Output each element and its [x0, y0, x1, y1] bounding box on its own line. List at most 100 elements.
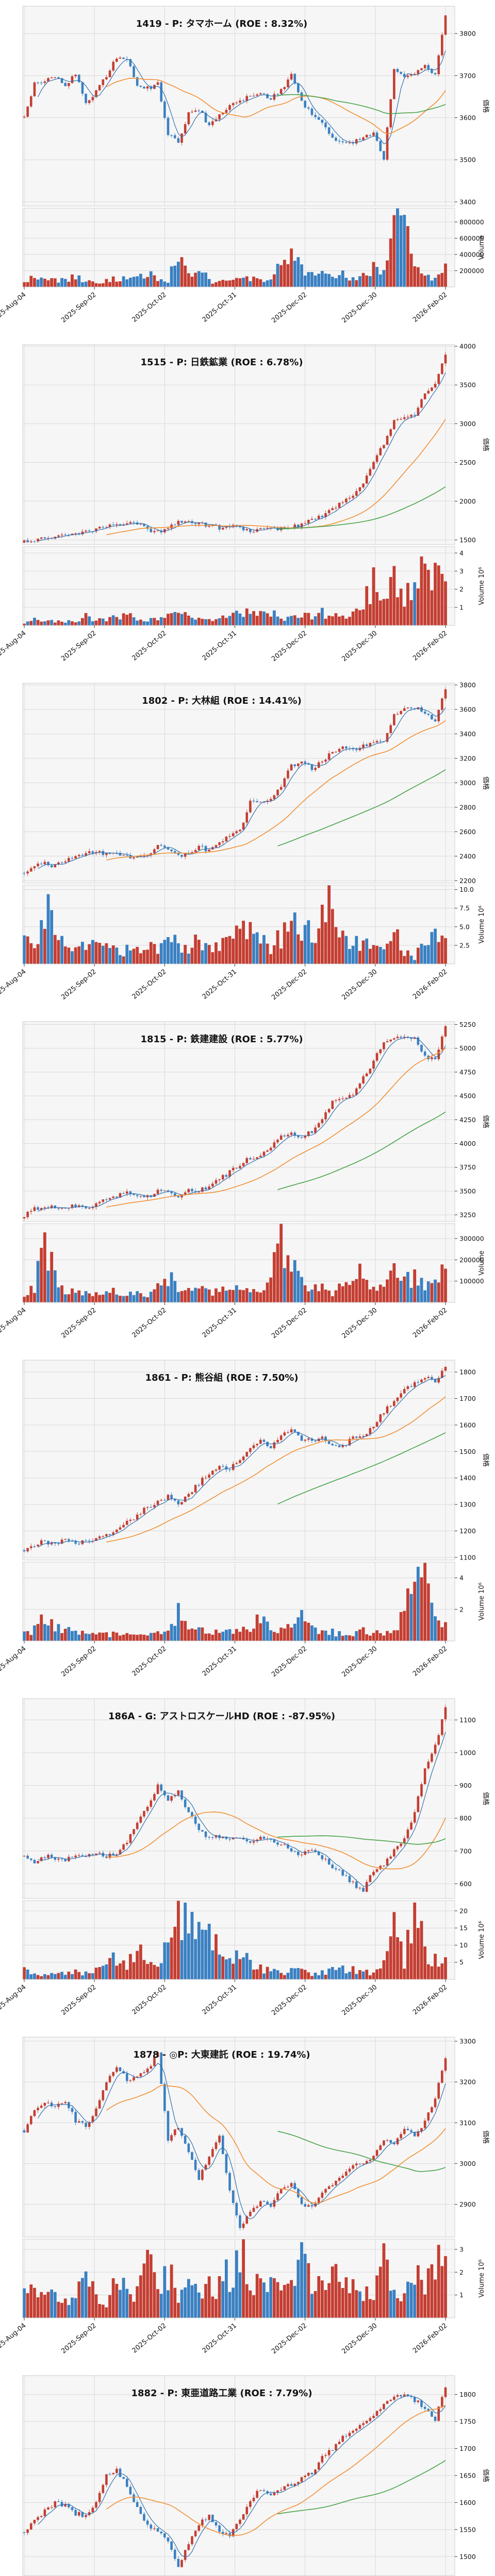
- volume-plot-border: [22, 1223, 455, 1303]
- svg-text:2025-Aug-04: 2025-Aug-04: [0, 291, 28, 325]
- price-axis-label: 価格: [482, 1115, 490, 1128]
- svg-text:2025-Dec-30: 2025-Dec-30: [340, 1645, 378, 1679]
- price-axis-label: 価格: [482, 776, 490, 790]
- price-plot-border: [22, 2037, 455, 2238]
- candles-layer: [23, 1025, 447, 1221]
- svg-text:3000: 3000: [459, 420, 476, 428]
- ma-long-line: [277, 769, 446, 846]
- svg-text:900: 900: [459, 1782, 472, 1789]
- svg-text:2025-Dec-02: 2025-Dec-02: [270, 1645, 308, 1679]
- svg-text:2025-Sep-02: 2025-Sep-02: [60, 2322, 98, 2355]
- svg-text:3750: 3750: [459, 1163, 476, 1171]
- grid: [23, 1022, 455, 1302]
- price-tick-labels: 2200 2400 2600 2800 3000 3200 3400 3600 3800: [455, 681, 476, 885]
- price-tick-labels: 3400 3500 3600 3700 3800: [455, 30, 476, 206]
- volume-bars-layer: [23, 1901, 447, 1979]
- svg-text:4750: 4750: [459, 1068, 476, 1076]
- candles-layer: [23, 352, 447, 544]
- svg-text:2026-Feb-02: 2026-Feb-02: [411, 630, 449, 663]
- chart-canvas: 2900 3000 3100 3200 3300 1 2 3 2025-Aug-04 2025-S…: [0, 2037, 490, 2356]
- svg-text:1100: 1100: [459, 1553, 476, 1561]
- price-tick-labels: 3250 3500 3750 4000 4250 4500 4750 5000 5250: [455, 1021, 476, 1219]
- svg-text:200000: 200000: [459, 1256, 484, 1264]
- svg-text:2025-Sep-02: 2025-Sep-02: [60, 1984, 98, 2017]
- svg-text:3200: 3200: [459, 754, 476, 762]
- svg-text:2025-Dec-30: 2025-Dec-30: [340, 2322, 378, 2356]
- svg-text:2025-Sep-02: 2025-Sep-02: [60, 1645, 98, 1679]
- volume-plot-bg: [23, 1562, 455, 1641]
- ma-short-line: [38, 1732, 446, 1887]
- stock-chart-1802: 2200 2400 2600 2800 3000 3200 3400 3600 3800 2.5 5…: [0, 677, 495, 1015]
- svg-text:2025-Oct-31: 2025-Oct-31: [201, 2322, 238, 2355]
- svg-text:2025-Oct-31: 2025-Oct-31: [201, 630, 238, 663]
- svg-text:2026-Feb-02: 2026-Feb-02: [411, 1307, 449, 1340]
- svg-text:2026-Feb-02: 2026-Feb-02: [411, 1645, 449, 1678]
- svg-text:4: 4: [459, 1574, 464, 1582]
- svg-text:1700: 1700: [459, 1395, 476, 1402]
- svg-text:15: 15: [459, 1924, 468, 1932]
- volume-axis-label: Volume 10⁶: [478, 1921, 486, 1959]
- ma-short-line: [38, 2395, 446, 2557]
- grid: [23, 683, 455, 964]
- volume-bars-layer: [23, 556, 447, 625]
- svg-text:2025-Dec-30: 2025-Dec-30: [340, 630, 378, 664]
- volume-tick-labels: 1 2 3: [455, 2245, 464, 2299]
- ma-mid-line: [106, 1811, 446, 1870]
- svg-text:2025-Oct-31: 2025-Oct-31: [201, 1645, 238, 1678]
- candles-layer: [23, 1366, 447, 1553]
- chart-canvas: 2200 2400 2600 2800 3000 3200 3400 3600 3800 2.5 5…: [0, 681, 490, 1002]
- svg-text:2025-Dec-02: 2025-Dec-02: [270, 1984, 308, 2018]
- svg-text:2025-Sep-02: 2025-Sep-02: [60, 1307, 98, 1340]
- svg-text:2025-Aug-04: 2025-Aug-04: [0, 1645, 28, 1679]
- chart-title: 1878 - ◎P: 大東建託 (ROE : 19.74%): [133, 2049, 310, 2060]
- svg-text:1500: 1500: [459, 1448, 476, 1455]
- svg-text:3600: 3600: [459, 706, 476, 714]
- x-tick-labels: 2025-Aug-04 2025-Sep-02 2025-Oct-02 2025-Oc…: [0, 287, 449, 325]
- svg-text:2500: 2500: [459, 459, 476, 466]
- svg-text:3300: 3300: [459, 2037, 476, 2045]
- svg-text:3400: 3400: [459, 730, 476, 738]
- svg-text:3500: 3500: [459, 1187, 476, 1195]
- volume-bars-layer: [23, 885, 447, 964]
- price-plot-border: [22, 6, 455, 207]
- svg-text:3800: 3800: [459, 30, 476, 38]
- volume-tick-labels: 2.5 5.0 7.5 10.0: [455, 886, 474, 949]
- svg-text:2025-Dec-02: 2025-Dec-02: [270, 291, 308, 325]
- price-axis-label: 価格: [482, 2469, 490, 2482]
- ma-long-line: [277, 1111, 446, 1190]
- svg-text:2025-Oct-02: 2025-Oct-02: [131, 630, 168, 663]
- price-plot-border: [22, 683, 455, 884]
- stock-chart-1878: 2900 3000 3100 3200 3300 1 2 3 2025-Aug-04 2025-S…: [0, 2031, 495, 2369]
- svg-text:3: 3: [459, 2245, 464, 2253]
- svg-text:1200: 1200: [459, 1527, 476, 1535]
- x-tick-labels: 2025-Aug-04 2025-Sep-02 2025-Oct-02 2025-Oc…: [0, 964, 449, 1002]
- chart-title: 1419 - P: タマホーム (ROE : 8.32%): [136, 19, 308, 29]
- volume-tick-labels: 100000 200000 300000: [455, 1234, 484, 1285]
- svg-text:2025-Oct-02: 2025-Oct-02: [131, 2322, 168, 2355]
- svg-text:2: 2: [459, 2268, 464, 2276]
- svg-text:2900: 2900: [459, 2200, 476, 2208]
- ma-long-line: [277, 1432, 446, 1505]
- volume-plot-border: [22, 2239, 455, 2318]
- ma-mid-line: [106, 2084, 446, 2204]
- svg-text:2025-Dec-30: 2025-Dec-30: [340, 1307, 378, 1341]
- price-tick-labels: 2900 3000 3100 3200 3300: [455, 2037, 476, 2208]
- price-axis-label: 価格: [482, 438, 490, 451]
- svg-text:4000: 4000: [459, 1140, 476, 1147]
- chart-canvas: 1500155016001650170017501800200000400000…: [22, 2375, 490, 2576]
- svg-text:4250: 4250: [459, 1116, 476, 1124]
- stock-chart-1882: 1500155016001650170017501800200000400000…: [0, 2369, 495, 2576]
- chart-title: 1815 - P: 鉄建建設 (ROE : 5.77%): [140, 1033, 303, 1045]
- stock-chart-1861: 1100 1200 1300 1400 1500 1600 1700 1800 2 4 2025-A…: [0, 1354, 495, 1692]
- svg-text:2025-Sep-02: 2025-Sep-02: [60, 291, 98, 325]
- svg-text:20: 20: [459, 1907, 468, 1914]
- svg-text:5: 5: [459, 1958, 464, 1966]
- svg-text:2025-Oct-02: 2025-Oct-02: [131, 968, 168, 1001]
- svg-text:600000: 600000: [459, 234, 484, 242]
- price-plot-border: [22, 1021, 455, 1222]
- chart-title: 1861 - P: 熊谷組 (ROE : 7.50%): [145, 1372, 298, 1383]
- svg-text:3250: 3250: [459, 1211, 476, 1219]
- svg-text:1550: 1550: [459, 2526, 476, 2533]
